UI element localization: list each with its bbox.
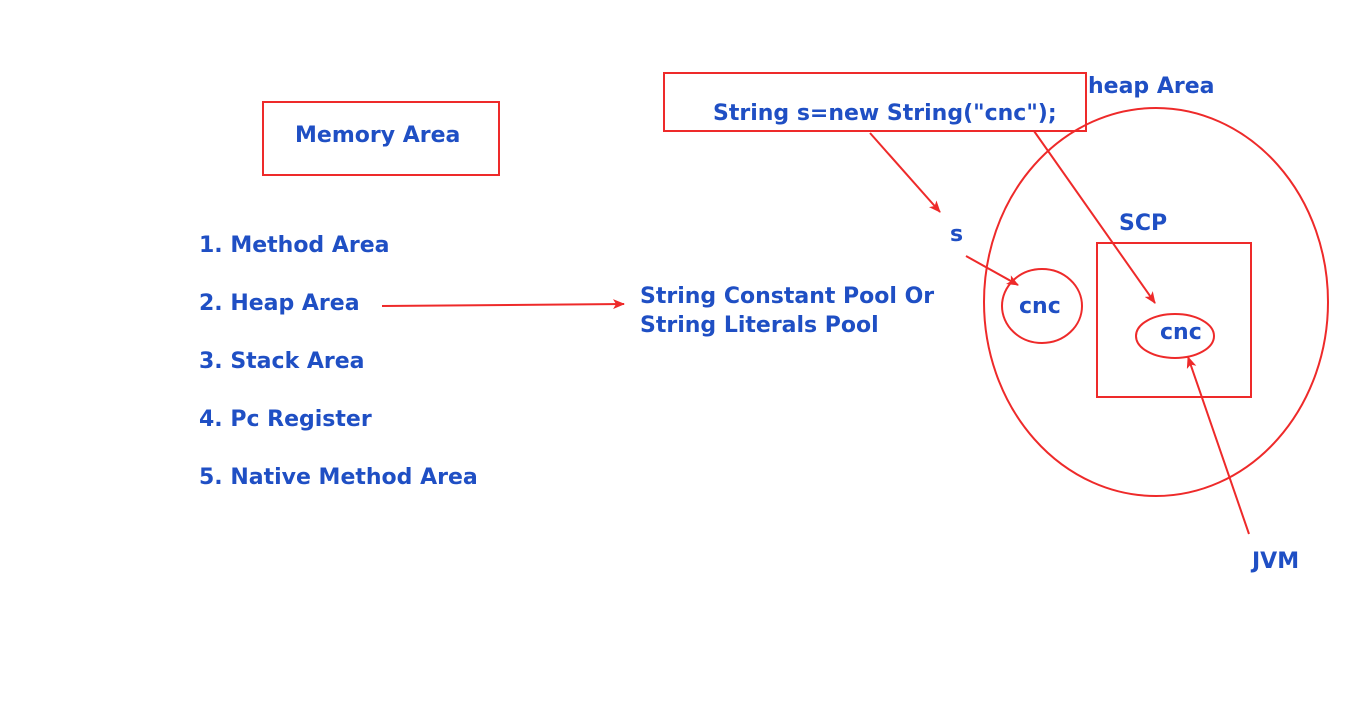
heap-area-ellipse	[983, 107, 1329, 497]
jvm-to-scp-object-arrow	[1186, 356, 1250, 535]
heap-object-ellipse	[1001, 268, 1083, 344]
memory-area-item: 5. Native Method Area	[199, 465, 478, 490]
heap-object-label: cnc	[1019, 294, 1061, 319]
memory-area-item: 3. Stack Area	[199, 349, 365, 374]
heap-to-pool-arrow	[381, 299, 625, 310]
memory-area-item: 2. Heap Area	[199, 291, 360, 316]
memory-area-item: 4. Pc Register	[199, 407, 372, 432]
code-to-scp-object-arrow	[1033, 130, 1156, 304]
reference-to-object-arrow	[965, 255, 1019, 286]
scp-box	[1096, 242, 1252, 398]
scp-object-label: cnc	[1160, 320, 1202, 345]
jvm-label: JVM	[1252, 549, 1300, 574]
code-to-reference-arrow	[869, 132, 941, 213]
memory-area-item: 1. Method Area	[199, 233, 390, 258]
scp-label: SCP	[1119, 211, 1168, 236]
reference-label: s	[950, 222, 964, 247]
pool-label-line-1: String Constant Pool Or	[640, 284, 935, 309]
heap-area-label: heap Area	[1088, 74, 1215, 99]
scp-object-ellipse	[1135, 313, 1215, 359]
code-box	[663, 72, 1087, 132]
code-statement: String s=new String("cnc");	[713, 101, 1057, 126]
memory-area-box	[262, 101, 500, 176]
memory-area-title: Memory Area	[295, 123, 461, 148]
pool-label-line-2: String Literals Pool	[640, 313, 879, 338]
